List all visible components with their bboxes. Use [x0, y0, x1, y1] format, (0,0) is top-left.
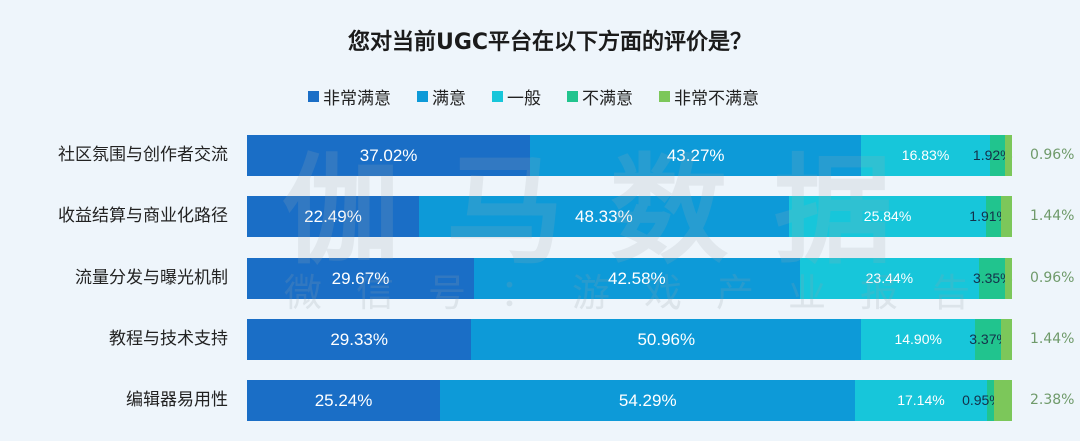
- value-label: 42.58%: [607, 269, 666, 288]
- legend-item-very-dissatisfied: 非常不满意: [659, 84, 759, 109]
- value-label: 1.92%: [972, 147, 1013, 163]
- bar-segment-satisfied: 54.29%: [440, 380, 856, 421]
- bar-segment-very-dissatisfied: [1000, 319, 1012, 360]
- category-label: 编辑器易用性: [126, 390, 228, 410]
- value-label-very-dissatisfied: 0.96%: [1030, 147, 1075, 163]
- value-label-very-dissatisfied: 0.96%: [1030, 270, 1075, 286]
- bar-segment-very-dissatisfied: [1004, 258, 1012, 299]
- value-label: 43.27%: [666, 146, 725, 165]
- category-label: 流量分发与曝光机制: [75, 268, 228, 288]
- category-label: 社区氛围与创作者交流: [58, 145, 228, 165]
- legend-label: 非常不满意: [674, 89, 759, 109]
- legend-swatch-icon: [492, 91, 503, 102]
- value-label: 16.83%: [901, 147, 950, 163]
- bar-segment-very-dissatisfied: [993, 380, 1012, 421]
- value-label: 17.14%: [897, 392, 945, 408]
- legend-label: 满意: [432, 89, 466, 109]
- legend-item-very-satisfied: 非常满意: [308, 84, 391, 109]
- legend-label: 不满意: [582, 89, 633, 109]
- bar-segment-satisfied: 42.58%: [473, 258, 800, 299]
- bar-segment-dissatisfied: 0.95%: [962, 380, 1002, 421]
- chart-title: 您对当前UGC平台在以下方面的评价是？: [347, 30, 753, 55]
- value-label-very-dissatisfied: 2.38%: [1030, 392, 1075, 408]
- bar-segment-very-satisfied: 29.67%: [247, 258, 474, 299]
- stacked-bar: 22.49% 48.33% 25.84% 1.91%: [247, 196, 1012, 237]
- stacked-bar: 25.24% 54.29% 17.14% 0.95%: [247, 380, 1012, 421]
- stacked-bar: 37.02% 43.27% 16.83% 1.92%: [247, 135, 1013, 176]
- bar-segment-neutral: 23.44%: [799, 258, 980, 299]
- value-label: 54.29%: [618, 391, 677, 410]
- value-label: 29.67%: [331, 269, 390, 288]
- legend-item-dissatisfied: 不满意: [567, 84, 633, 109]
- legend-item-neutral: 一般: [492, 84, 541, 109]
- category-label: 收益结算与商业化路径: [58, 206, 228, 226]
- bar-segment-very-dissatisfied: [1004, 135, 1012, 176]
- value-label: 25.24%: [314, 391, 373, 410]
- value-label: 50.96%: [637, 330, 696, 349]
- bar-segment-very-satisfied: 25.24%: [247, 380, 441, 421]
- value-label-very-dissatisfied: 1.44%: [1030, 331, 1075, 347]
- bar-segment-neutral: 14.90%: [861, 319, 976, 360]
- bar-row: 收益结算与商业化路径 22.49% 48.33% 25.84% 1.91% 1.44%: [0, 196, 1080, 237]
- bar-segment-dissatisfied: 3.37%: [969, 319, 1009, 360]
- value-label: 37.02%: [359, 146, 418, 165]
- legend-item-satisfied: 满意: [417, 84, 466, 109]
- bar-segment-very-satisfied: 29.33%: [247, 319, 472, 360]
- bar-segment-very-dissatisfied: [1000, 196, 1012, 237]
- bar-row: 流量分发与曝光机制 29.67% 42.58% 23.44% 3.35% 0.96%: [0, 258, 1080, 299]
- value-label: 23.44%: [865, 270, 914, 286]
- legend-label: 一般: [507, 89, 541, 109]
- bar-row: 编辑器易用性 25.24% 54.29% 17.14% 0.95% 2.38%: [0, 380, 1080, 421]
- bar-segment-neutral: 16.83%: [861, 135, 990, 176]
- bar-segment-satisfied: 50.96%: [471, 319, 862, 360]
- legend-swatch-icon: [659, 91, 670, 102]
- bar-segment-satisfied: 43.27%: [530, 135, 862, 176]
- legend-swatch-icon: [567, 91, 578, 102]
- category-label: 教程与技术支持: [109, 329, 228, 349]
- chart-legend: 非常满意 满意 一般 不满意 非常不满意: [308, 84, 759, 109]
- value-label: 48.33%: [575, 207, 633, 226]
- bar-segment-satisfied: 48.33%: [419, 196, 789, 237]
- value-label: 3.37%: [969, 331, 1009, 347]
- bar-segment-dissatisfied: 1.92%: [973, 135, 1013, 176]
- value-label: 0.95%: [962, 392, 1002, 408]
- bar-segment-dissatisfied: 3.35%: [973, 258, 1013, 299]
- bar-segment-neutral: 25.84%: [788, 196, 987, 237]
- legend-label: 非常满意: [323, 89, 391, 109]
- bar-row: 教程与技术支持 29.33% 50.96% 14.90% 3.37% 1.44%: [0, 319, 1080, 360]
- bar-row: 社区氛围与创作者交流 37.02% 43.27% 16.83% 1.92% 0.96%: [0, 135, 1080, 176]
- value-label: 29.33%: [330, 330, 389, 349]
- stacked-bar: 29.67% 42.58% 23.44% 3.35%: [247, 258, 1013, 299]
- bar-segment-neutral: 17.14%: [855, 380, 987, 421]
- value-label-very-dissatisfied: 1.44%: [1030, 208, 1075, 224]
- value-label: 3.35%: [972, 270, 1013, 286]
- value-label: 22.49%: [304, 207, 362, 226]
- bar-segment-very-satisfied: 37.02%: [247, 135, 531, 176]
- legend-swatch-icon: [417, 91, 428, 102]
- legend-swatch-icon: [308, 91, 319, 102]
- stacked-bar: 29.33% 50.96% 14.90% 3.37%: [247, 319, 1012, 360]
- bar-segment-dissatisfied: 1.91%: [969, 196, 1009, 237]
- value-label: 14.90%: [894, 331, 942, 347]
- value-label: 1.91%: [969, 208, 1009, 224]
- bar-segment-very-satisfied: 22.49%: [247, 196, 420, 237]
- value-label: 25.84%: [863, 208, 912, 224]
